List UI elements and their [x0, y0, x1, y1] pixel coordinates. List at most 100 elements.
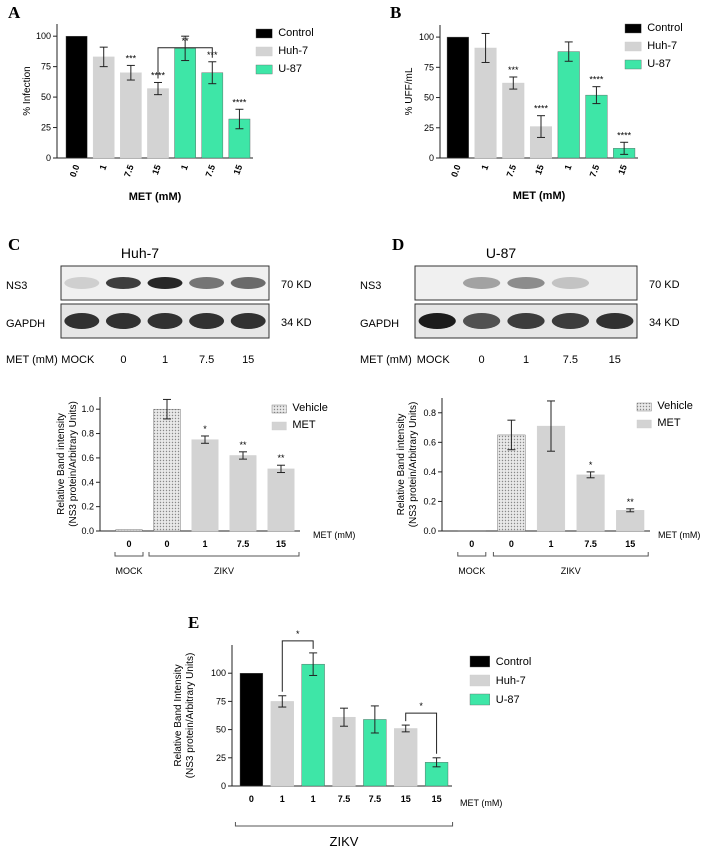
x-tick-label: 1 — [562, 163, 573, 171]
x-tick-label: 15 — [432, 794, 442, 804]
chart-panel-e: 0 25 50 75 100 0 1 1 7.5 7.5 15 15 * * Relative Band I… — [173, 629, 531, 849]
lane-label: 15 — [242, 354, 254, 366]
blot-band — [462, 277, 501, 289]
blot-row-label: NS3 — [6, 280, 27, 292]
y-axis-title: % Infection — [22, 66, 33, 115]
legend-swatch — [636, 419, 652, 429]
bar — [497, 434, 526, 532]
legend-label: Control — [496, 656, 531, 668]
panel-letter-d: D — [392, 235, 404, 254]
legend-label: Vehicle — [292, 402, 327, 414]
significance-bracket — [405, 712, 438, 754]
y-tick-label: 100 — [211, 668, 226, 678]
blot-band — [64, 277, 100, 289]
y-axis-title: Relative Band Intensity — [173, 664, 184, 766]
legend-swatch — [255, 64, 273, 75]
x-tick-label: 15 — [231, 163, 244, 176]
legend-swatch — [469, 655, 490, 668]
y-tick-label: 0 — [46, 153, 51, 163]
significance-label: **** — [534, 104, 549, 114]
group-label-mock: MOCK — [458, 566, 485, 576]
bar — [301, 663, 325, 787]
bar — [147, 88, 169, 159]
significance-label: *** — [508, 65, 519, 75]
chart-panel-b: 0 25 50 75 100 0.0 1 *** 7.5 **** 15 1 **** 7.5 **** 15… — [404, 22, 683, 202]
x-tick-label: 7.5 — [504, 163, 518, 178]
y-axis-title: Relative Band intensity — [56, 413, 67, 515]
panel-letter-a: A — [8, 3, 21, 22]
blot-band — [551, 277, 590, 289]
panel-letter-e: E — [188, 613, 199, 632]
legend-swatch — [469, 674, 490, 687]
group-bracket-zikv — [234, 822, 454, 827]
legend-swatch — [624, 23, 642, 34]
y-tick-label: 1.0 — [81, 404, 94, 414]
bar — [474, 47, 497, 159]
group-label-mock: MOCK — [116, 566, 143, 576]
group-bracket-zikv — [492, 552, 649, 557]
x-axis-title: MET (mM) — [460, 798, 502, 808]
blot-band — [551, 313, 590, 329]
significance-label: **** — [617, 130, 632, 140]
y-tick-label: 75 — [41, 62, 51, 72]
bar — [65, 35, 88, 159]
x-tick-label: 0 — [164, 539, 169, 549]
x-tick-label: 1 — [548, 539, 553, 549]
legend-label: Control — [278, 27, 313, 39]
lane-label: 7.5 — [199, 354, 214, 366]
x-tick-label: 1 — [479, 163, 490, 171]
chart-panel-d: 0.0 0.2 0.4 0.6 0.8 0 0 1 * 7.5 ** 15 Relative Band … — [396, 398, 700, 576]
legend-swatch — [624, 41, 642, 52]
bar — [153, 408, 181, 532]
blot-band — [596, 313, 634, 329]
x-tick-label: 1 — [311, 794, 316, 804]
met-label: MET (mM) — [6, 354, 58, 366]
y-tick-label: 0.4 — [423, 467, 436, 477]
lane-label: 15 — [609, 354, 621, 366]
y-tick-label: 50 — [424, 93, 434, 103]
chart-panel-c: 0.0 0.2 0.4 0.6 0.8 1.0 0 0 * 1 ** 7.5 ** 15 Relative … — [56, 397, 355, 576]
lane-label: 1 — [162, 354, 168, 366]
x-tick-label: 7.5 — [369, 794, 382, 804]
blot-row-label: GAPDH — [6, 318, 45, 330]
western-blot-c: Huh-7 NS3 70 KD GAPDH 34 KD MET (mM) MOCK 0 1 7.5… — [6, 245, 312, 366]
bar — [394, 728, 418, 787]
bar — [191, 439, 219, 532]
bar — [270, 701, 294, 787]
group-label-zikv: ZIKV — [561, 566, 581, 576]
x-axis-title: MET (mM) — [513, 190, 566, 202]
y-tick-label: 0.2 — [81, 502, 94, 512]
y-tick-label: 100 — [419, 32, 434, 42]
legend-label: U-87 — [496, 694, 520, 706]
y-tick-label: 75 — [216, 696, 226, 706]
group-bracket-zikv — [148, 552, 300, 557]
blot-row-label: NS3 — [360, 280, 381, 292]
blot-title: Huh-7 — [121, 245, 159, 261]
blot-band — [418, 313, 456, 329]
x-tick-label: 7.5 — [584, 539, 597, 549]
lane-label: 0 — [120, 354, 126, 366]
blot-band — [189, 313, 225, 329]
legend-label: Huh-7 — [278, 45, 308, 57]
blot-band — [507, 277, 545, 289]
blot-band — [147, 313, 183, 329]
significance-label: ** — [627, 497, 635, 507]
blot-size-label: 34 KD — [649, 317, 680, 329]
legend-swatch — [271, 404, 287, 414]
blot-band — [189, 277, 225, 289]
bar — [239, 673, 264, 787]
x-tick-label: 1 — [202, 539, 207, 549]
significance-label: * — [589, 460, 593, 470]
x-tick-label: 7.5 — [338, 794, 351, 804]
significance-label: ** — [239, 440, 247, 450]
legend-label: Control — [647, 22, 682, 34]
legend-label: Huh-7 — [647, 40, 677, 52]
legend-label: U-87 — [278, 63, 302, 75]
panel-letter-c: C — [8, 235, 20, 254]
y-tick-label: 0.4 — [81, 477, 94, 487]
group-bracket-mock — [457, 552, 487, 557]
legend-swatch — [636, 402, 652, 412]
significance-label: **** — [589, 75, 604, 85]
met-label: MET (mM) — [360, 354, 412, 366]
y-tick-label: 0.8 — [81, 429, 94, 439]
